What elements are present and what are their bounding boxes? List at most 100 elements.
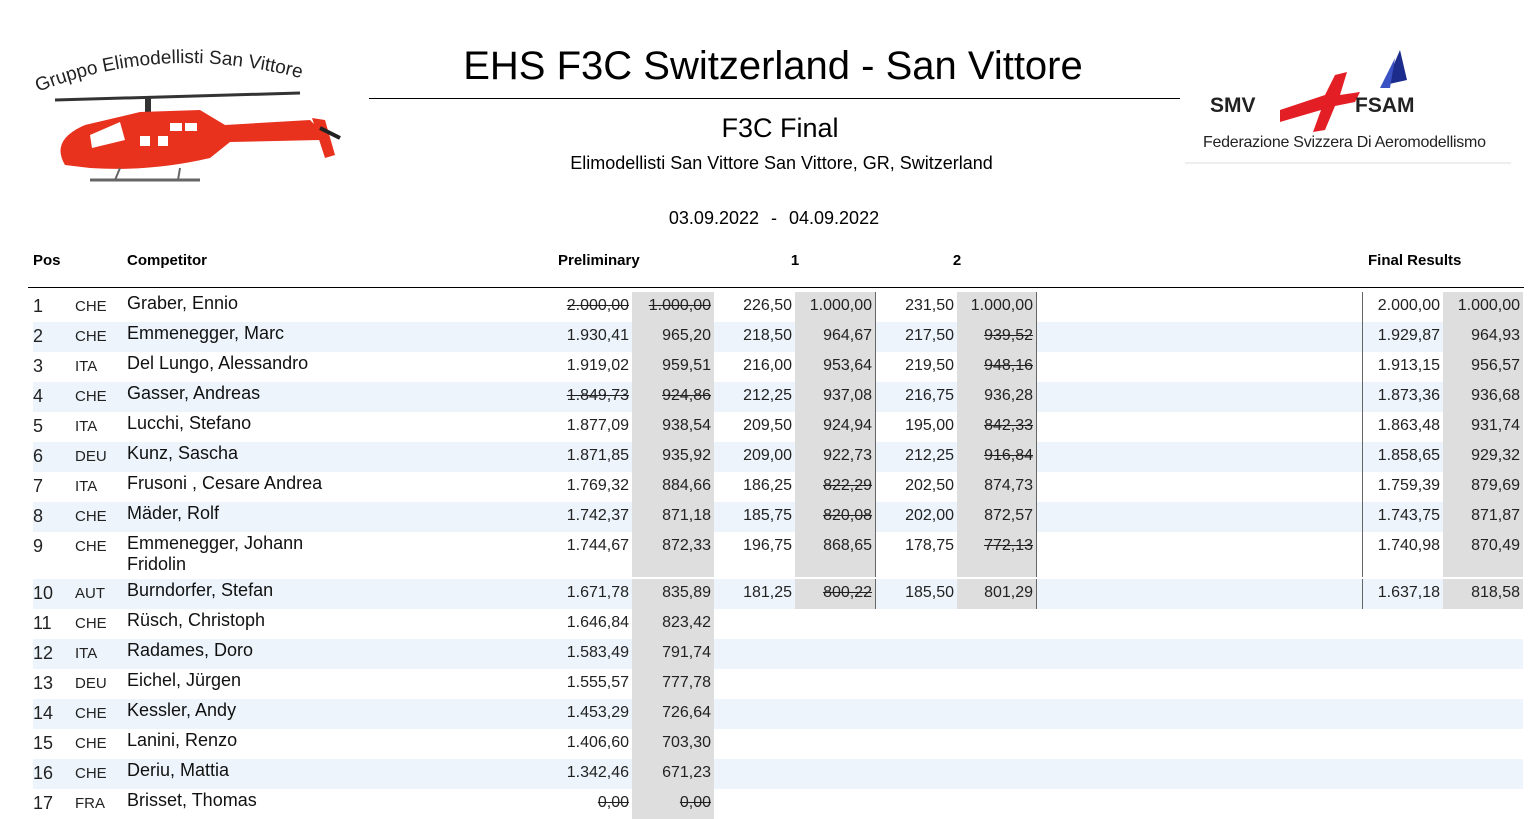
location: Elimodellisti San Vittore San Vittore, G…: [570, 153, 993, 173]
empty-cell: [795, 729, 876, 759]
empty-cell: [1443, 699, 1523, 729]
nation: AUT: [75, 585, 105, 602]
score: 1.913,15: [1362, 352, 1443, 382]
empty-cell: [957, 639, 1037, 669]
empty-cell: [876, 639, 957, 669]
score: 1.863,48: [1362, 412, 1443, 442]
score: 818,58: [1443, 579, 1523, 609]
competitor-name: Emmenegger, Johann Fridolin: [127, 533, 304, 574]
empty-cell: [1362, 699, 1443, 729]
empty-cell: [1443, 609, 1523, 639]
position: 7: [33, 476, 44, 496]
logo-caption: Federazione Svizzera Di Aeromodellismo: [1203, 134, 1486, 151]
nation: DEU: [75, 675, 107, 692]
competitor-name: Emmenegger, Marc: [127, 323, 285, 343]
score: 777,78: [632, 669, 714, 699]
score: 1.000,00: [795, 292, 876, 322]
score: 872,57: [957, 502, 1037, 532]
score: 874,73: [957, 472, 1037, 502]
score: 1.000,00: [632, 292, 714, 322]
result-row: 6 DEU Kunz, Sascha 1.871,85 935,92 209,00 922,…: [33, 442, 1523, 472]
score: 936,28: [957, 382, 1037, 412]
empty-cell: [714, 669, 795, 699]
score: 800,22: [795, 579, 876, 609]
result-row: 10 AUT Burndorfer, Stefan 1.671,78 835,89 181…: [33, 579, 1523, 609]
score: 872,33: [632, 532, 714, 577]
score: 226,50: [743, 297, 792, 314]
competitor-name: Lanini, Renzo: [127, 730, 238, 750]
score: 791,74: [632, 639, 714, 669]
nation: CHE: [75, 298, 107, 315]
date-to: 04.09.2022: [789, 208, 880, 228]
empty-cell: [714, 729, 795, 759]
empty-cell: [957, 669, 1037, 699]
score: 1.000,00: [957, 292, 1037, 322]
spacer: [1037, 352, 1362, 382]
score: 1.000,00: [1443, 292, 1523, 322]
spacer: [1037, 322, 1362, 352]
results-table: 1 CHE Graber, Ennio 2.000,00 1.000,00 226,50 1…: [33, 292, 1523, 819]
nation: CHE: [75, 735, 107, 752]
score: 842,33: [957, 412, 1037, 442]
empty-cell: [957, 789, 1037, 819]
nation: FRA: [75, 795, 105, 812]
spacer: [1037, 609, 1362, 639]
score: 1.583,49: [566, 644, 629, 661]
score: 1.930,41: [566, 327, 629, 344]
score: 1.742,37: [566, 507, 629, 524]
nation: ITA: [75, 645, 98, 662]
nation: CHE: [75, 765, 107, 782]
score: 879,69: [1443, 472, 1523, 502]
empty-cell: [795, 789, 876, 819]
date-from: 03.09.2022: [668, 208, 759, 228]
result-row: 3 ITA Del Lungo, Alessandro 1.919,02 959,51 2…: [33, 352, 1523, 382]
nation: CHE: [75, 328, 107, 345]
score: 936,68: [1443, 382, 1523, 412]
position: 1: [33, 296, 44, 316]
score: 871,18: [632, 502, 714, 532]
empty-cell: [876, 729, 957, 759]
score: 868,65: [795, 532, 876, 577]
empty-cell: [876, 789, 957, 819]
score: 931,74: [1443, 412, 1523, 442]
nation: DEU: [75, 448, 107, 465]
column-header: Competitor: [127, 252, 207, 269]
score: 959,51: [632, 352, 714, 382]
competitor-name: Frusoni , Cesare Andrea: [127, 473, 323, 493]
score: 823,42: [632, 609, 714, 639]
score: 937,08: [795, 382, 876, 412]
score: 922,73: [795, 442, 876, 472]
empty-cell: [1362, 639, 1443, 669]
position: 8: [33, 506, 44, 526]
spacer: [1037, 442, 1362, 472]
logo-fsam: FSAM: [1355, 94, 1415, 117]
score: 196,75: [743, 537, 792, 554]
score: 2.000,00: [1362, 292, 1443, 322]
empty-cell: [714, 759, 795, 789]
competitor-name: Deriu, Mattia: [127, 760, 230, 780]
score: 0,00: [632, 789, 714, 819]
spacer: [1037, 472, 1362, 502]
competitor-name: Radames, Doro: [127, 640, 254, 660]
header-rule: [28, 287, 1524, 288]
score: 216,00: [743, 357, 792, 374]
score: 1.919,02: [566, 357, 629, 374]
score: 916,84: [957, 442, 1037, 472]
title-rule: [369, 98, 1180, 99]
result-row: 7 ITA Frusoni , Cesare Andrea 1.769,32 884,6…: [33, 472, 1523, 502]
spacer: [1037, 532, 1362, 577]
score: 884,66: [632, 472, 714, 502]
nation: CHE: [75, 538, 107, 555]
score: 212,25: [905, 447, 954, 464]
score: 1.858,65: [1362, 442, 1443, 472]
empty-cell: [795, 669, 876, 699]
date-separator: -: [771, 208, 777, 228]
score: 801,29: [957, 579, 1037, 609]
score: 965,20: [632, 322, 714, 352]
score: 772,13: [957, 532, 1037, 577]
score: 185,75: [743, 507, 792, 524]
score: 703,30: [632, 729, 714, 759]
spacer: [1037, 502, 1362, 532]
nation: CHE: [75, 508, 107, 525]
result-row: 2 CHE Emmenegger, Marc 1.930,41 965,20 218,50…: [33, 322, 1523, 352]
